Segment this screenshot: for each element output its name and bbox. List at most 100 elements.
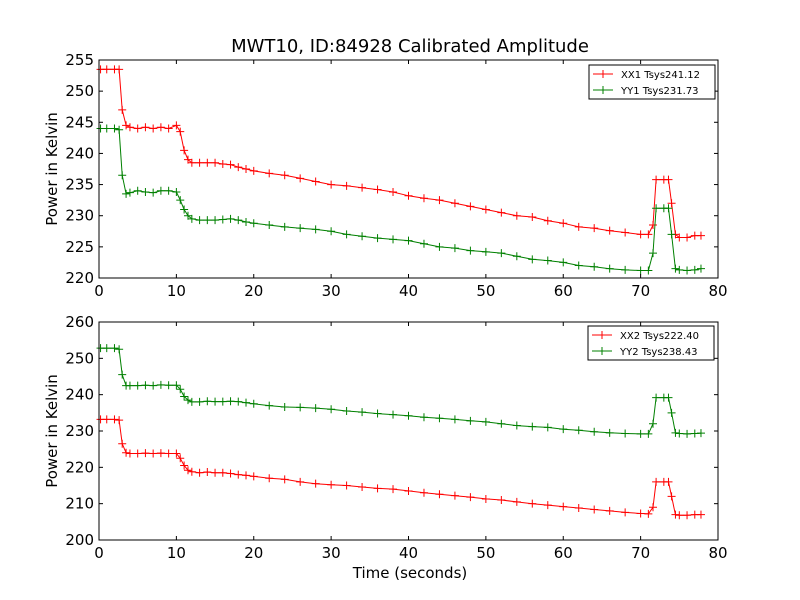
- top-series-2-point: [621, 265, 630, 274]
- bot-series-2-point: [671, 428, 680, 437]
- bot-series-2-point: [466, 416, 475, 425]
- top-series-1-point: [141, 123, 150, 132]
- top-series-1-point: [249, 166, 258, 175]
- bot-y-tick-label: 230: [65, 422, 94, 440]
- bot-series-2-point: [218, 397, 227, 406]
- top-series-2-point: [149, 188, 158, 197]
- bot-series-2-point: [234, 397, 243, 406]
- top-series-1-point: [115, 65, 124, 74]
- top-legend-marker-2: [599, 86, 607, 94]
- top-y-tick-label: 225: [65, 238, 94, 256]
- top-series-1-point: [242, 165, 251, 173]
- bot-series-1-point: [497, 496, 506, 505]
- bot-series-2-point: [389, 410, 398, 419]
- top-x-tick-label: 50: [476, 282, 495, 300]
- top-series-1-point: [683, 233, 692, 242]
- bot-series-2-point: [203, 397, 212, 406]
- top-series-2-point: [696, 264, 705, 273]
- top-series-2-point: [690, 265, 699, 274]
- bot-series-2-point: [649, 419, 658, 428]
- bot-series-2-point: [342, 407, 351, 416]
- bot-series-2-point: [683, 429, 692, 438]
- top-series-1-point: [172, 121, 181, 130]
- top-y-axis-label: Power in Kelvin: [43, 112, 61, 226]
- top-series-2-point: [218, 215, 227, 224]
- bot-y-tick-label: 220: [65, 458, 94, 476]
- bot-series-2-point: [311, 404, 320, 413]
- bot-x-tick-label: 10: [167, 544, 186, 562]
- bot-x-tick-label: 70: [631, 544, 650, 562]
- bot-series-1-point: [559, 502, 568, 511]
- top-x-tick-label: 30: [322, 282, 341, 300]
- bot-series-1-point: [404, 486, 413, 495]
- bottom-legend-label-2: YY2 Tsys238.43: [619, 347, 698, 358]
- top-series-2-point: [644, 266, 653, 275]
- top-series-2-point: [671, 264, 680, 273]
- bot-x-tick-label: 60: [554, 544, 573, 562]
- bot-series-1-point: [265, 474, 274, 483]
- top-series-2-point: [102, 124, 111, 133]
- top-y-tick-label: 250: [65, 82, 94, 100]
- top-series-2-point: [242, 217, 251, 226]
- top-series-2-point: [404, 236, 413, 245]
- top-series-1-point: [226, 160, 235, 169]
- bot-x-tick-label: 20: [244, 544, 263, 562]
- top-series-2-point: [559, 258, 568, 267]
- bot-series-2-point: [667, 408, 676, 417]
- top-series-1-point: [211, 158, 220, 167]
- top-series-1-point: [450, 199, 459, 208]
- bottom-legend-box: [587, 325, 715, 361]
- bot-series-1-point: [141, 449, 150, 458]
- bot-series-1-point: [172, 449, 181, 458]
- top-series-1-point: [125, 123, 134, 132]
- top-series-1-point: [164, 124, 173, 133]
- bot-series-2-point: [327, 405, 336, 414]
- bot-series-2-point: [118, 370, 127, 379]
- bot-series-1-point: [358, 482, 367, 491]
- bot-series-2-point: [605, 428, 614, 437]
- bot-series-2-point: [373, 409, 382, 418]
- bot-series-1-point: [176, 454, 185, 463]
- top-series-1-point: [644, 230, 653, 239]
- top-y-tick-label: 220: [65, 269, 94, 287]
- bot-series-2-point: [195, 397, 204, 406]
- top-series-1-point: [389, 188, 398, 197]
- bot-series-1-point: [435, 490, 444, 499]
- bot-series-1-point: [110, 415, 119, 424]
- bot-x-tick-label: 40: [399, 544, 418, 562]
- top-series-1-point: [404, 191, 413, 200]
- bot-series-2-point: [183, 396, 192, 405]
- top-series-2-point: [327, 227, 336, 236]
- top-y-tick-label: 240: [65, 144, 94, 162]
- top-series-2-point: [664, 204, 673, 213]
- bot-y-tick-label: 260: [65, 313, 94, 331]
- top-series-2-point: [203, 216, 212, 225]
- top-series-1-point: [327, 180, 336, 189]
- top-series-1-point: [156, 123, 165, 132]
- bottom-legend-marker-2: [598, 347, 606, 355]
- bot-series-1-point: [115, 416, 124, 425]
- bot-x-tick-label: 80: [708, 544, 727, 562]
- top-x-axis: 0 10 20 30 40 50 60 70 80: [94, 60, 728, 300]
- bot-series-2-point: [110, 344, 119, 353]
- top-series-2-point: [180, 205, 189, 214]
- bot-series-1-line: [100, 418, 701, 516]
- top-series-1-point: [481, 205, 490, 214]
- bot-series-1-point: [512, 497, 521, 506]
- bot-series-2-point: [296, 403, 305, 412]
- top-series-2-point: [683, 266, 692, 275]
- bot-series-1-point: [118, 439, 127, 448]
- top-series-2-point: [512, 252, 521, 261]
- bot-series-1-point: [296, 477, 305, 486]
- top-series-2-point: [296, 224, 305, 233]
- top-series-2-point: [311, 225, 320, 234]
- top-series-2-point: [358, 232, 367, 241]
- bot-series-2-point: [187, 397, 196, 406]
- bot-series-2-point: [528, 422, 537, 431]
- bot-series-1-point: [234, 470, 243, 479]
- top-series-2-point: [574, 261, 583, 270]
- bot-series-2-point: [621, 429, 630, 438]
- bot-y-tick-label: 200: [65, 531, 94, 549]
- top-series-2-point: [419, 239, 428, 248]
- bottom-legend: XX2 Tsys222.40 YY2 Tsys238.43: [587, 325, 715, 361]
